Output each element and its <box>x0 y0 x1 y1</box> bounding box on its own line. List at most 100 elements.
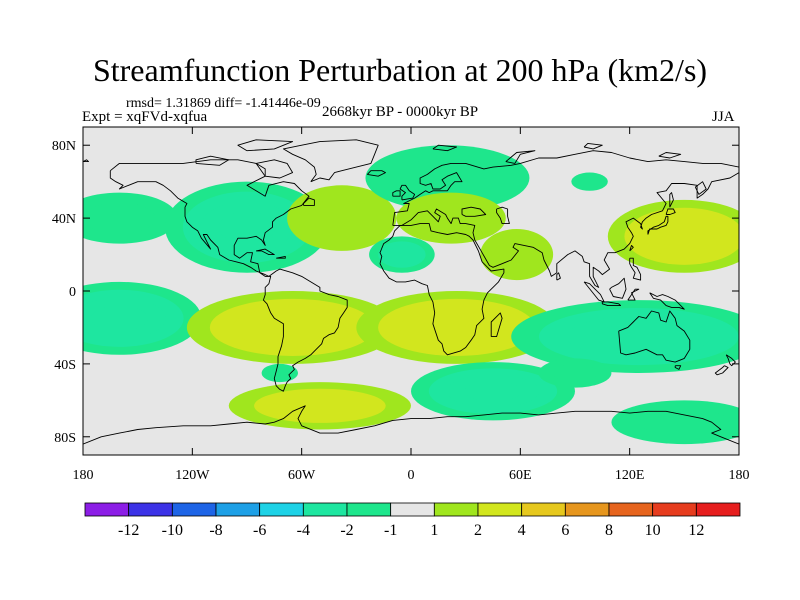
anomaly-region <box>594 323 684 350</box>
colorbar-swatch <box>521 502 566 517</box>
coastline-new-siberian-islands <box>658 152 682 159</box>
x-tick-label: 180 <box>729 468 750 483</box>
anomaly-region <box>578 176 601 188</box>
colorbar-label: -4 <box>297 522 310 539</box>
coastline-kamchatka-island <box>694 181 707 195</box>
coastline-iceland <box>366 170 386 177</box>
anomaly-region <box>279 395 361 417</box>
colorbar-label: 12 <box>688 522 704 539</box>
coastline-severnaya-zemlya <box>583 142 603 150</box>
coastline-hispaniola <box>276 255 286 259</box>
colorbar-swatch <box>128 502 173 517</box>
stats-line: rmsd= 1.31869 diff= -1.41446e-09 <box>126 96 321 111</box>
coastline-baffin-island <box>255 159 294 179</box>
coastline-wrangel-island <box>83 159 89 163</box>
coastline-madagascar <box>490 312 503 338</box>
colorbar-swatch <box>84 502 130 517</box>
anomaly-region <box>396 157 498 199</box>
coastline-novaya-zemlya <box>505 150 536 164</box>
colorbar-label: 6 <box>561 522 569 539</box>
anomaly-region <box>255 314 330 341</box>
colorbar-label: -8 <box>209 522 222 539</box>
anomaly-region <box>83 202 156 234</box>
anomaly-region <box>639 408 730 436</box>
colorbar-swatch <box>346 502 392 517</box>
colorbar-label: 4 <box>518 522 526 539</box>
coastline-newfoundland <box>303 197 315 206</box>
anomaly-region <box>657 223 711 250</box>
colorbar-label: -10 <box>162 522 183 539</box>
colorbar-label: 10 <box>645 522 661 539</box>
coastline-north-america <box>109 159 310 277</box>
anomaly-region <box>417 202 485 234</box>
coastline-philippines <box>629 257 642 281</box>
y-tick-label: 40N <box>52 212 76 227</box>
coastline-sulawesi <box>627 288 640 301</box>
colorbar-label: -1 <box>384 522 397 539</box>
colorbar-swatch <box>608 502 654 517</box>
coastline-antarctica <box>83 405 739 445</box>
coastline-caspian-sea <box>496 206 510 225</box>
coastline-cuba <box>256 248 275 256</box>
colorbar-swatch <box>259 502 304 517</box>
x-tick-label: 60W <box>288 468 316 483</box>
x-tick-label: 120E <box>615 468 645 483</box>
anomaly-region <box>308 197 376 239</box>
coastline-africa <box>379 223 505 356</box>
experiment-label: Expt = xqFVd-xqfua <box>82 109 208 125</box>
colorbar-swatch <box>390 502 435 517</box>
y-tick-label: 80S <box>54 431 76 446</box>
anomaly-region <box>218 211 276 244</box>
coastline-java <box>601 301 622 307</box>
y-tick-label: 40S <box>54 358 76 373</box>
x-tick-label: 180 <box>73 468 94 483</box>
anomaly-region <box>268 367 292 379</box>
coastline-new-zealand-north <box>725 354 736 367</box>
y-tick-label: 80N <box>52 139 76 154</box>
y-tick-label: 0 <box>69 285 76 300</box>
chart-title: Streamfunction Perturbation at 200 hPa (… <box>92 52 708 88</box>
coastline-new-zealand-south <box>714 365 729 376</box>
x-tick-label: 0 <box>408 468 415 483</box>
coastline-borneo <box>609 277 627 299</box>
colorbar-swatch <box>564 502 610 517</box>
coastline-hokkaido <box>665 208 676 215</box>
coastline-new-guinea <box>649 292 685 310</box>
colorbar-label: 1 <box>430 522 438 539</box>
colorbar-swatch <box>477 502 523 517</box>
coastline-eurasia <box>392 150 739 288</box>
coastline-greenland <box>282 139 379 183</box>
coastline-australia <box>618 310 691 363</box>
coastline-japan <box>647 215 669 235</box>
colorbar-label: -2 <box>340 522 353 539</box>
x-tick-label: 60E <box>509 468 532 483</box>
coastline-black-sea <box>461 206 487 217</box>
colorbar-label: 8 <box>605 522 613 539</box>
colorbar-swatch <box>302 502 348 517</box>
colorbar-swatch <box>652 502 697 517</box>
colorbar-swatch <box>215 502 261 517</box>
coastline-south-america <box>262 268 348 392</box>
coastline-taiwan <box>629 244 634 252</box>
coastline-britain <box>399 184 416 201</box>
colorbar-swatch <box>433 502 479 517</box>
coastline-svalbard <box>432 144 458 152</box>
colorbar-label: 2 <box>474 522 482 539</box>
anomaly-region <box>552 364 598 382</box>
coastline-tasmania <box>674 365 682 370</box>
colorbar-label: -12 <box>118 522 139 539</box>
anomaly-region <box>387 246 417 263</box>
coastline-sri-lanka <box>556 272 561 281</box>
x-tick-label: 120W <box>175 468 210 483</box>
season-label: JJA <box>712 109 735 125</box>
colorbar-swatch <box>171 502 217 517</box>
period-label: 2668kyr BP - 0000kyr BP <box>322 104 479 120</box>
colorbar-swatch <box>695 502 741 517</box>
coastline-ellesmere-island <box>237 139 294 152</box>
coastline-ireland <box>392 190 401 197</box>
anomaly-region <box>421 314 492 341</box>
coastline-victoria-island <box>195 155 230 166</box>
colorbar-label: -6 <box>253 522 266 539</box>
anomaly-region <box>90 305 148 332</box>
